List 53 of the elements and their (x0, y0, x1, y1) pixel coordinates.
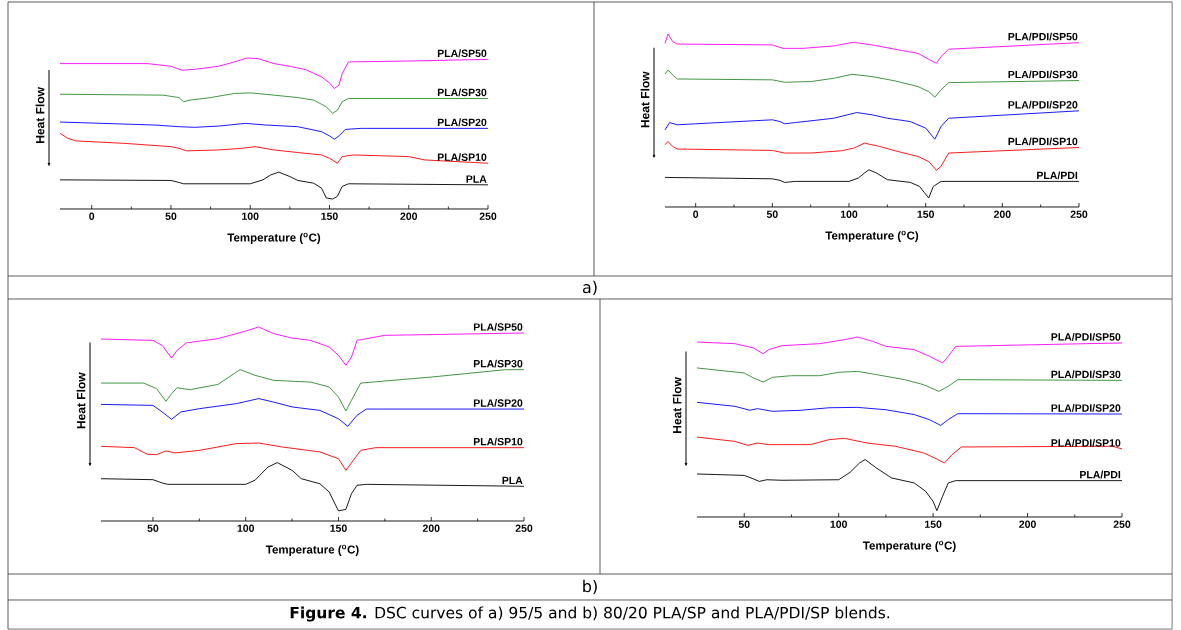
x-tick-label: 250 (515, 524, 533, 532)
series-label: PLA/SP20 (473, 399, 523, 407)
text: a) (582, 280, 597, 296)
y-axis-title: Heat Flow (76, 372, 86, 429)
series-label: PLA (502, 476, 523, 485)
series-label: PLA/SP50 (473, 323, 523, 331)
series-label: PLA/SP30 (473, 359, 523, 368)
x-tick-label: 150 (925, 520, 942, 528)
series-label: PLA/PDI/SP50 (1051, 332, 1121, 341)
x-tick-label: 100 (830, 520, 847, 528)
x-tick-label: 0 (693, 210, 699, 218)
series-label: PLA/SP10 (437, 153, 487, 162)
series-label: PLA/PDI (1037, 171, 1078, 180)
series-label: PLA/PDI/SP50 (1008, 32, 1078, 41)
series-label: PLA/SP10 (473, 437, 523, 446)
x-tick-label: 50 (147, 524, 159, 532)
series-label: PLA/PDI/SP10 (1008, 137, 1078, 146)
series-label: PLA/PDI/SP30 (1051, 370, 1121, 379)
text: Figure 4. DSC curves of a) 95/5 and b) 80/20 PLA/SP and PLA/PDI/SP blends. (290, 606, 890, 622)
x-axis-title: Temperature ($^{o}$C) (227, 232, 321, 244)
x-tick-label: 0 (89, 212, 95, 220)
x-tick-label: 150 (917, 210, 934, 218)
y-axis-title: Heat Flow (35, 87, 45, 143)
x-tick-label: 200 (422, 524, 440, 532)
text: b) (583, 579, 597, 595)
series-label: PLA/PDI/SP30 (1008, 70, 1078, 79)
x-tick-label: 150 (321, 212, 338, 220)
x-tick-label: 100 (840, 210, 858, 218)
x-tick-label: 250 (479, 212, 497, 220)
x-axis-title: Temperature ($^{o}$C) (825, 230, 919, 242)
y-axis-title: Heat Flow (640, 71, 650, 128)
x-tick-label: 50 (738, 520, 750, 528)
series-label: PLA (466, 175, 487, 183)
x-tick-label: 100 (237, 524, 255, 532)
series-label: PLA/PDI/SP20 (1008, 100, 1078, 109)
series-label: PLA/PDI (1080, 470, 1121, 479)
x-axis-title: Temperature ($^{o}$C) (265, 544, 359, 556)
x-tick-label: 50 (766, 210, 778, 218)
x-tick-label: 200 (1019, 520, 1036, 528)
x-tick-label: 250 (1113, 520, 1131, 528)
y-axis-title: Heat Flow (672, 377, 682, 433)
series-label: PLA/SP30 (437, 88, 487, 97)
series-label: PLA/PDI/SP10 (1051, 438, 1121, 447)
x-tick-label: 50 (165, 212, 177, 220)
x-tick-label: 250 (1070, 210, 1088, 218)
x-tick-label: 200 (400, 212, 418, 220)
x-tick-label: 200 (993, 210, 1011, 218)
x-tick-label: 150 (330, 524, 347, 532)
series-label: PLA/SP50 (437, 49, 487, 58)
x-axis-title: Temperature ($^{o}$C) (862, 540, 956, 552)
series-label: PLA/SP20 (437, 118, 487, 127)
x-tick-label: 100 (242, 212, 259, 220)
series-label: PLA/PDI/SP20 (1051, 404, 1121, 412)
